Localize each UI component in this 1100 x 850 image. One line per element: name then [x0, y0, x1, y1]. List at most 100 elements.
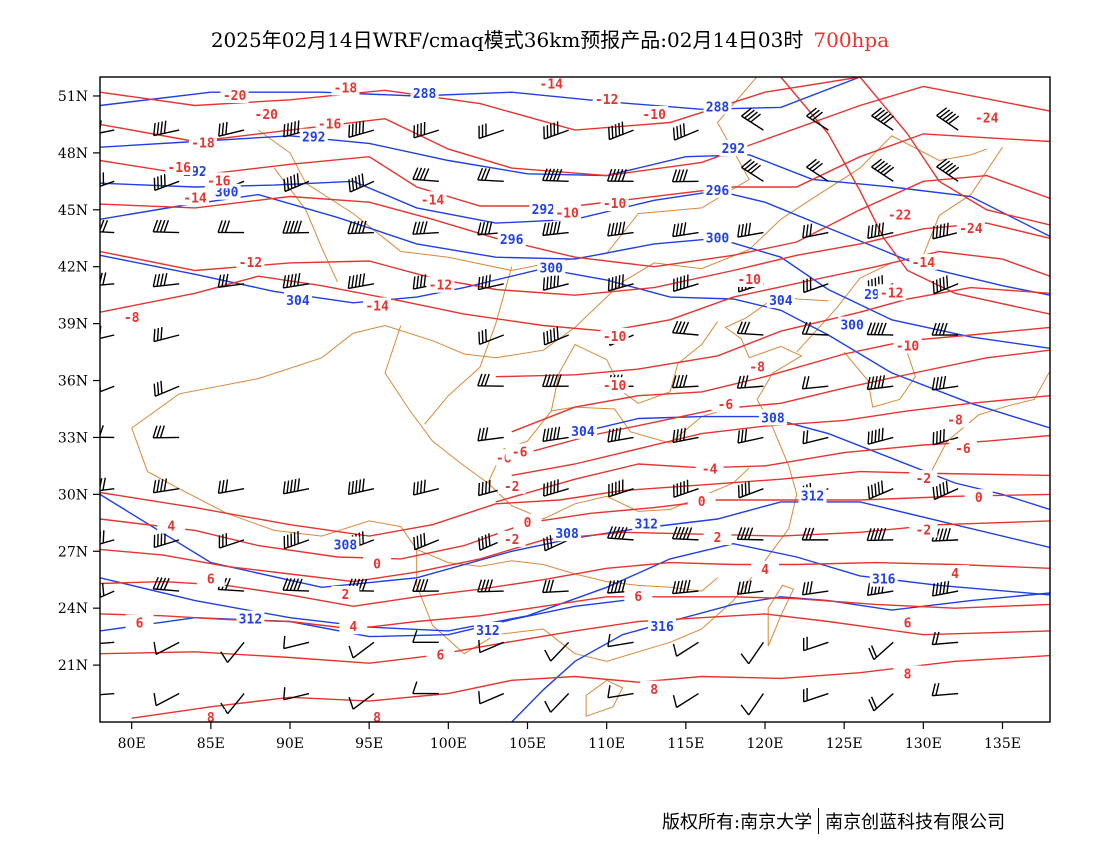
wind-barb [477, 221, 504, 236]
wind-barb [931, 375, 959, 391]
contour-label: -2 [916, 523, 932, 538]
wind-barb [542, 273, 569, 291]
contour-label: -10 [896, 339, 920, 354]
wind-barb [100, 425, 115, 439]
contour-label-bg [751, 561, 779, 578]
contour-label-bg [363, 709, 392, 722]
wind-barb [871, 158, 895, 182]
temperature-isoline [100, 85, 1050, 177]
wind-barb [867, 222, 894, 239]
contour-label: 6 [437, 649, 445, 664]
contour-label: 0 [373, 558, 381, 573]
contour-label: -14 [912, 256, 936, 271]
contour-label: -2 [504, 533, 520, 548]
wind-barb [932, 429, 959, 446]
contour-label: 6 [904, 616, 912, 631]
wind-barb [932, 222, 959, 240]
contour-label-bg [893, 337, 922, 354]
temperature-isoline [100, 520, 1050, 583]
wind-barb [412, 479, 440, 496]
lon-tick-label: 90E [276, 736, 304, 752]
wind-barb [542, 579, 569, 594]
contour-label-bg [236, 253, 265, 270]
latitude-axis: 51N 48N 45N 42N 39N 36N 33N 30N 27N 24N 21N [58, 89, 100, 674]
contour-label-bg [592, 90, 621, 107]
wind-barb [936, 107, 960, 131]
contour-label-bg [893, 665, 922, 682]
wind-barb [806, 158, 829, 182]
contour-label: 312 [476, 624, 499, 639]
contour-label-bg [339, 618, 368, 635]
contour-label-bg [165, 159, 194, 176]
wind-barb [217, 479, 245, 494]
wind-barb [931, 580, 959, 597]
wind-barb [544, 641, 570, 662]
contour-label-bg [703, 528, 732, 545]
contour-label: 296 [706, 184, 730, 199]
contour-label-bg [537, 77, 566, 92]
contour-label-bg [956, 219, 985, 236]
contour-label: -16 [207, 174, 231, 189]
border-line [585, 679, 624, 717]
wind-barb [152, 272, 180, 288]
wind-barb [802, 223, 829, 239]
contour-label-bg [418, 191, 447, 208]
wind-barb [477, 427, 504, 442]
contour-label-bg [703, 181, 732, 198]
contour-label: -10 [603, 197, 627, 212]
contour-label-bg [909, 253, 938, 270]
wind-barb [608, 479, 634, 498]
wind-barb [478, 639, 505, 654]
contour-label: 2 [714, 531, 722, 546]
wind-barb [413, 121, 440, 139]
contour-label: 292 [722, 142, 745, 157]
lat-tick-label: 48N [58, 146, 88, 162]
wind-barb [478, 691, 505, 705]
wind-barb [152, 425, 180, 439]
contour-label: 316 [650, 620, 674, 635]
contour-label: 2 [342, 588, 350, 603]
longitude-axis: 80E 85E 90E 95E 100E 105E 110E 115E 120E 125E 130E… [118, 722, 1021, 752]
wind-barb [606, 168, 634, 183]
wind-barb [153, 692, 180, 707]
wind-barb [802, 688, 829, 703]
contour-label: 308 [334, 539, 358, 554]
wind-barb [671, 579, 699, 595]
contour-label-bg [513, 513, 542, 530]
contour-label-bg [505, 443, 534, 460]
wind-barb [217, 273, 245, 289]
wind-barb [347, 220, 374, 235]
copyright-footer: 版权所有:南京大学 南京创蓝科技有限公司 [662, 808, 1005, 834]
wind-barb [153, 120, 180, 137]
wind-barb [220, 641, 245, 663]
wind-barb [543, 326, 569, 346]
contour-label: 296 [500, 233, 524, 248]
contour-label: 4 [951, 567, 959, 582]
contour-label-bg [363, 297, 392, 314]
lon-tick-label: 130E [905, 736, 942, 752]
wind-barb [672, 274, 699, 293]
wind-barb [542, 535, 569, 552]
wind-barb [153, 327, 180, 343]
lon-tick-label: 120E [747, 736, 784, 752]
contour-label-bg [648, 618, 677, 635]
wind-barb [607, 274, 634, 292]
wind-barb [477, 373, 504, 387]
contour-label: 292 [302, 131, 325, 146]
wind-barbs [100, 107, 960, 716]
temperature-isoline [100, 222, 1050, 296]
contour-label-bg [553, 525, 582, 542]
contour-label: -4 [702, 463, 718, 478]
wind-barb [477, 579, 504, 593]
contour-label-bg [632, 515, 661, 532]
wind-barb [931, 631, 959, 646]
pressure-level-label: 700hpa [813, 28, 890, 52]
border-line [487, 467, 750, 520]
wind-barb [220, 693, 245, 715]
contour-label: -10 [555, 207, 579, 222]
contour-label: -20 [255, 108, 279, 123]
contour-label-bg [695, 77, 724, 79]
contour-label-bg [703, 98, 732, 115]
